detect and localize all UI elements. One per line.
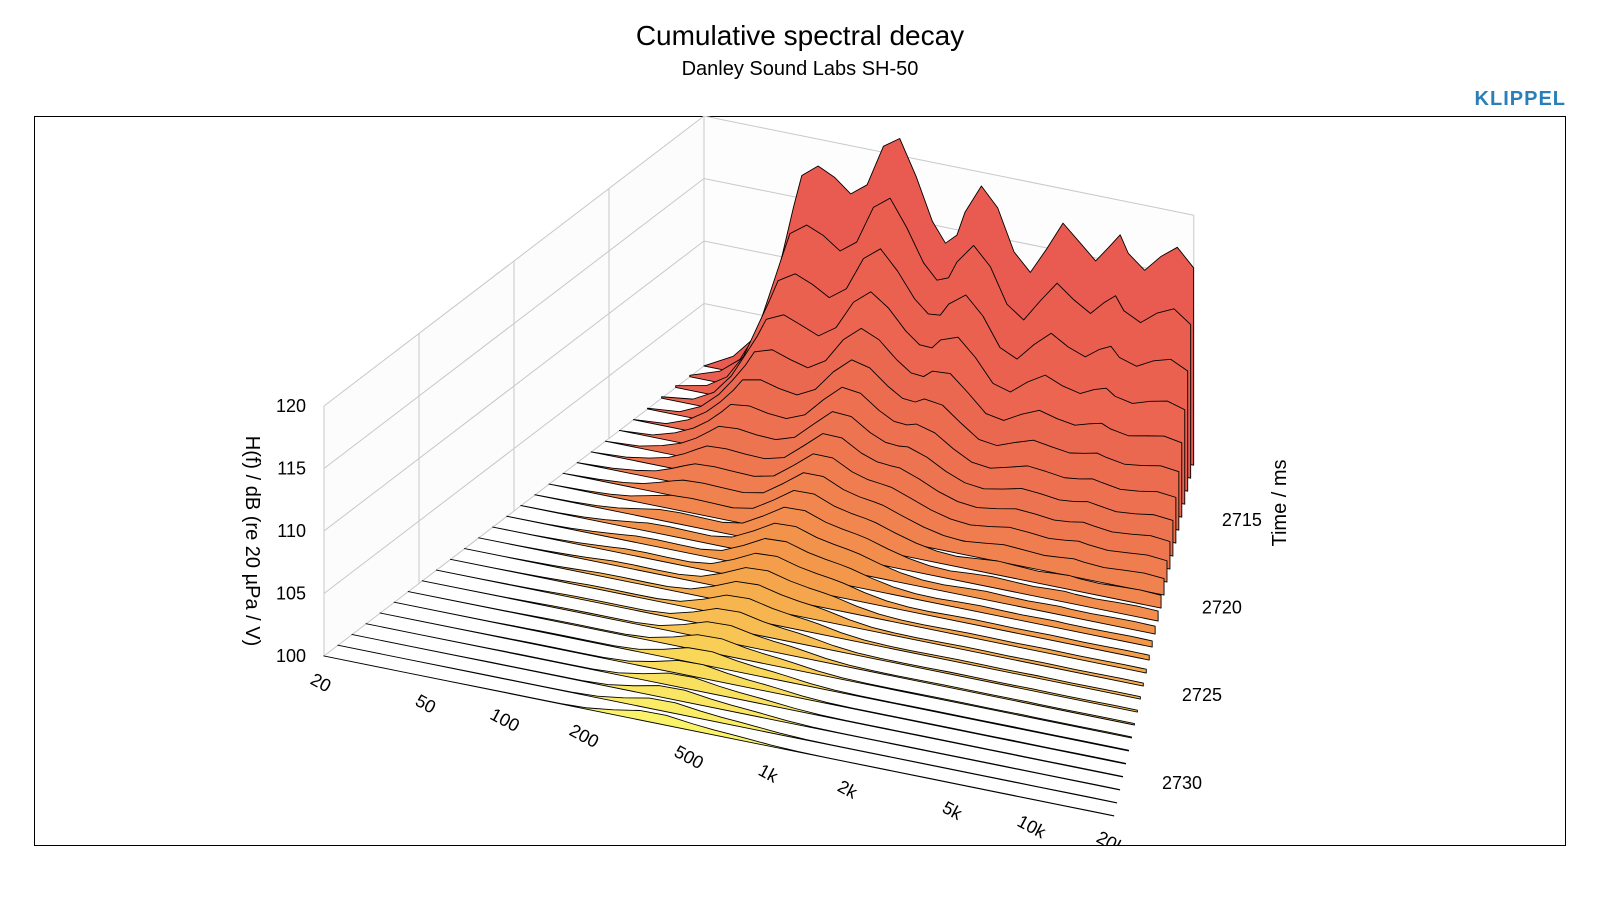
svg-text:120: 120	[276, 396, 306, 416]
svg-text:105: 105	[276, 584, 306, 604]
svg-text:1k: 1k	[755, 760, 782, 787]
svg-text:200: 200	[566, 720, 602, 752]
svg-text:2k: 2k	[834, 776, 861, 803]
svg-text:10k: 10k	[1014, 811, 1050, 843]
svg-text:5k: 5k	[939, 797, 966, 824]
chart-title: Cumulative spectral decay	[0, 20, 1600, 52]
waterfall-3d-chart: 100 105 110 115 120 H(f) / dB (re 20 µPa / V)…	[34, 116, 1566, 846]
svg-text:20: 20	[307, 669, 334, 696]
svg-text:100: 100	[276, 646, 306, 666]
svg-text:110: 110	[277, 521, 306, 541]
svg-text:50: 50	[412, 690, 439, 717]
svg-text:500: 500	[671, 741, 707, 773]
svg-text:115: 115	[277, 459, 306, 479]
svg-text:20k: 20k	[1093, 827, 1129, 846]
svg-text:100: 100	[487, 704, 523, 736]
svg-text:Time / ms: Time / ms	[1269, 459, 1291, 546]
svg-text:2725: 2725	[1182, 685, 1222, 705]
svg-text:2730: 2730	[1162, 773, 1202, 793]
svg-text:2715: 2715	[1222, 510, 1262, 530]
chart-subtitle: Danley Sound Labs SH-50	[0, 58, 1600, 81]
svg-text:2720: 2720	[1202, 598, 1242, 618]
svg-text:H(f) / dB (re 20 µPa / V): H(f) / dB (re 20 µPa / V)	[241, 436, 263, 646]
brand-label: KLIPPEL	[1475, 88, 1566, 111]
